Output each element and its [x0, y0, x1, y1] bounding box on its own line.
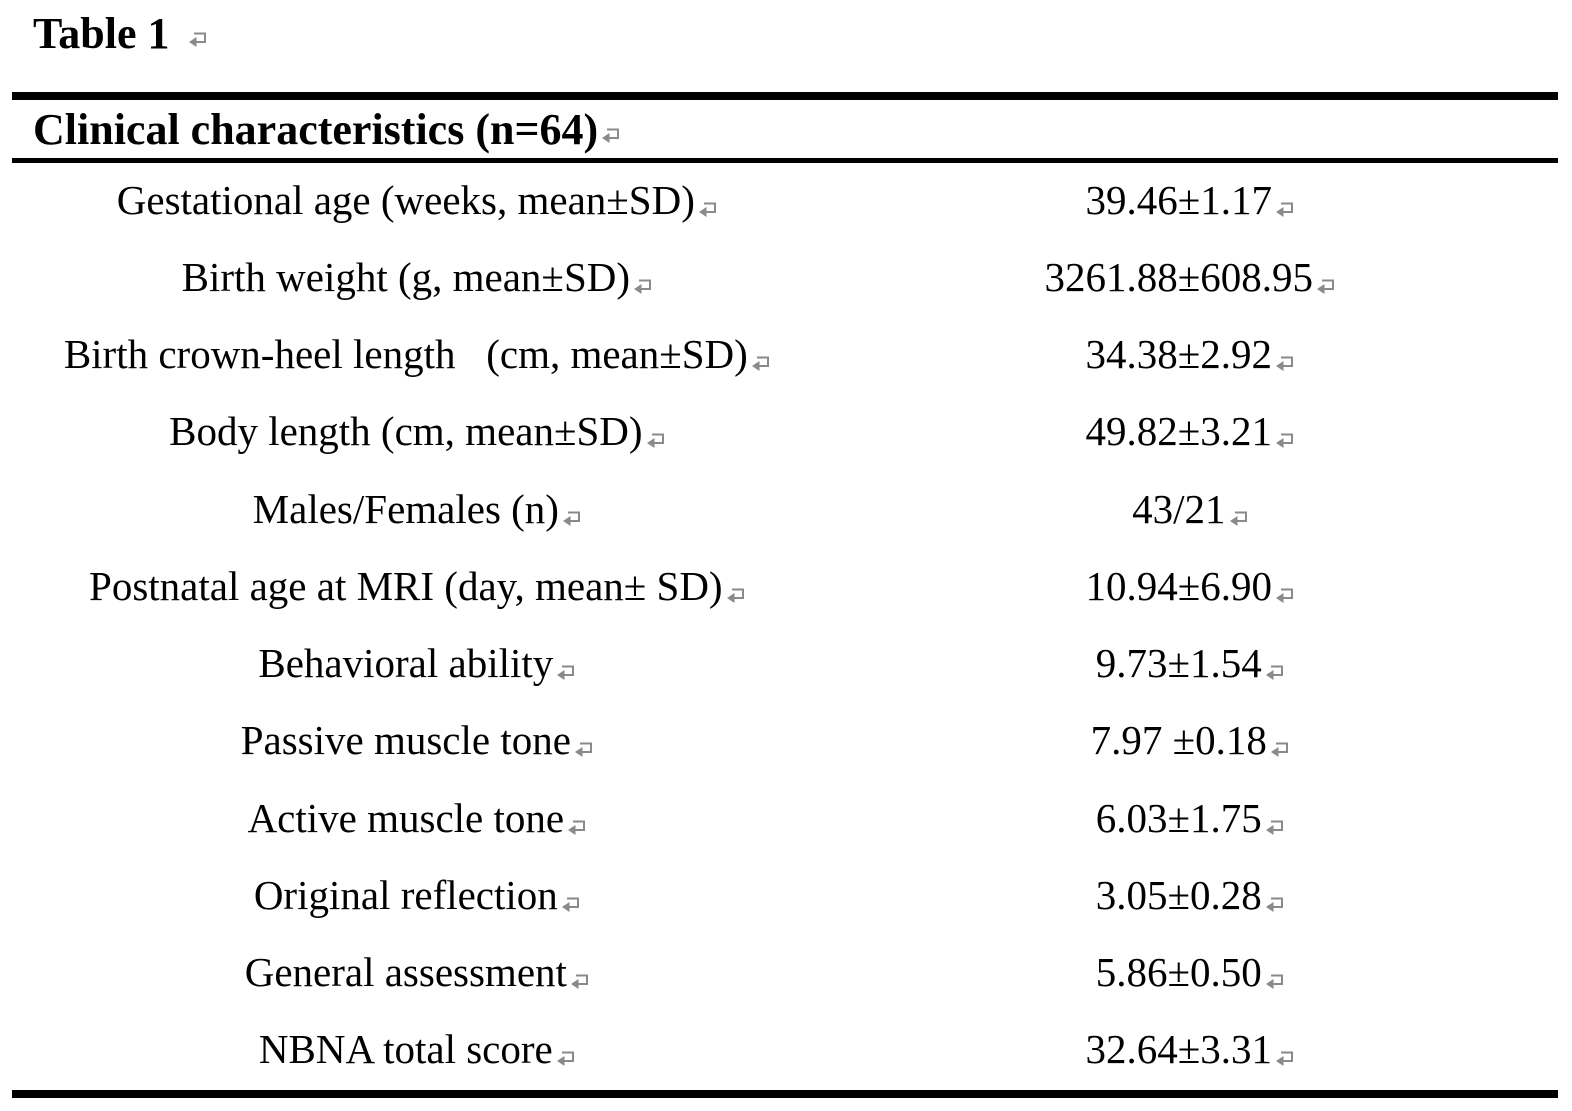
paragraph-mark-icon [556, 643, 577, 691]
table-top-rule [12, 92, 1558, 100]
row-value-cell: 32.64±3.31 [824, 1025, 1558, 1077]
row-label: Behavioral ability [258, 640, 554, 687]
table-row: Passive muscle tone 7.97 ±0.18 [12, 704, 1558, 781]
row-label-cell: Males/Females (n) [12, 485, 824, 537]
row-value-cell: 5.86±0.50 [824, 948, 1558, 1000]
row-value: 7.97 ±0.18 [1090, 717, 1267, 764]
table-header-text: Clinical characteristics (n=64) [33, 104, 599, 154]
row-label: Passive muscle tone [240, 717, 571, 764]
paragraph-mark-icon [562, 489, 583, 537]
row-label-cell: Original reflection [12, 871, 824, 923]
table-caption: Table 1 [33, 8, 209, 59]
row-label-cell: Postnatal age at MRI (day, mean± SD) [12, 562, 824, 614]
paragraph-mark-icon [633, 257, 654, 305]
row-value-cell: 7.97 ±0.18 [824, 716, 1558, 768]
row-value: 3.05±0.28 [1095, 871, 1262, 918]
table-row: Behavioral ability 9.73±1.54 [12, 627, 1558, 704]
paragraph-mark-icon [561, 875, 582, 923]
table-row: General assessment 5.86±0.50 [12, 936, 1558, 1013]
paragraph-mark-icon [1265, 875, 1286, 923]
table-row: Original reflection 3.05±0.28 [12, 858, 1558, 935]
row-value: 9.73±1.54 [1095, 640, 1262, 687]
row-value: 6.03±1.75 [1095, 794, 1262, 841]
row-value-cell: 10.94±6.90 [824, 562, 1558, 614]
table-row: Birth crown-heel length (cm, mean±SD) 34… [12, 318, 1558, 395]
row-label-cell: NBNA total score [12, 1025, 824, 1077]
paragraph-mark-icon [1275, 411, 1296, 459]
row-value: 43/21 [1132, 485, 1226, 532]
row-value-cell: 43/21 [824, 485, 1558, 537]
table-row: Active muscle tone 6.03±1.75 [12, 781, 1558, 858]
table-row: Body length (cm, mean±SD) 49.82±3.21 [12, 395, 1558, 472]
row-value: 39.46±1.17 [1085, 176, 1273, 223]
row-label: Males/Females (n) [252, 485, 559, 532]
row-label-cell: Birth weight (g, mean±SD) [12, 253, 824, 305]
row-label: Body length (cm, mean±SD) [169, 408, 643, 455]
paragraph-mark-icon [1229, 489, 1250, 537]
row-label-cell: Body length (cm, mean±SD) [12, 407, 824, 459]
row-value: 32.64±3.31 [1085, 1026, 1273, 1073]
paragraph-mark-icon [1275, 566, 1296, 614]
row-value-cell: 6.03±1.75 [824, 794, 1558, 846]
table-caption-text: Table 1 [33, 9, 170, 58]
paragraph-mark-icon [1275, 334, 1296, 382]
row-value: 49.82±3.21 [1085, 408, 1273, 455]
table-bottom-rule [12, 1090, 1558, 1098]
row-label: Postnatal age at MRI (day, mean± SD) [89, 562, 723, 609]
row-value: 5.86±0.50 [1095, 949, 1262, 996]
row-value: 10.94±6.90 [1085, 562, 1273, 609]
row-label-cell: Birth crown-heel length (cm, mean±SD) [12, 330, 824, 382]
paragraph-mark-icon [1265, 952, 1286, 1000]
row-value-cell: 34.38±2.92 [824, 330, 1558, 382]
paragraph-mark-icon [567, 798, 588, 846]
paragraph-mark-icon [1265, 798, 1286, 846]
row-value-cell: 39.46±1.17 [824, 176, 1558, 228]
table-row: Birth weight (g, mean±SD) 3261.88±608.95 [12, 240, 1558, 317]
paragraph-mark-icon [1275, 1029, 1296, 1077]
paragraph-mark-icon [601, 104, 622, 155]
paragraph-mark-icon [574, 720, 595, 768]
row-label: General assessment [244, 949, 567, 996]
row-label-cell: Gestational age (weeks, mean±SD) [12, 176, 824, 228]
paragraph-mark-icon [646, 411, 667, 459]
table-body: Gestational age (weeks, mean±SD) 39.46±1… [12, 163, 1558, 1090]
table-row: Males/Females (n) 43/21 [12, 472, 1558, 549]
row-value-cell: 49.82±3.21 [824, 407, 1558, 459]
row-value-cell: 9.73±1.54 [824, 639, 1558, 691]
row-label-cell: Passive muscle tone [12, 716, 824, 768]
row-label: Birth weight (g, mean±SD) [181, 253, 631, 300]
paragraph-mark-icon [1316, 257, 1337, 305]
row-value: 34.38±2.92 [1085, 331, 1273, 378]
paragraph-mark-icon [1270, 720, 1291, 768]
row-label: Active muscle tone [247, 794, 565, 841]
paragraph-mark-icon [556, 1029, 577, 1077]
paragraph-mark-icon [726, 566, 747, 614]
table-row: Postnatal age at MRI (day, mean± SD) 10.… [12, 549, 1558, 626]
table-header-row: Clinical characteristics (n=64) [33, 100, 622, 158]
table-row: Gestational age (weeks, mean±SD) 39.46±1… [12, 163, 1558, 240]
row-label: NBNA total score [258, 1026, 553, 1073]
row-label-cell: Behavioral ability [12, 639, 824, 691]
table-row: NBNA total score 32.64±3.31 [12, 1013, 1558, 1090]
paragraph-mark-icon [188, 8, 209, 59]
row-label: Original reflection [253, 871, 558, 918]
row-label: Gestational age (weeks, mean±SD) [116, 176, 695, 223]
paragraph-mark-icon [751, 334, 772, 382]
row-value: 3261.88±608.95 [1044, 253, 1314, 300]
table-header-rule [12, 158, 1558, 163]
row-value-cell: 3261.88±608.95 [824, 253, 1558, 305]
row-label-cell: Active muscle tone [12, 794, 824, 846]
paragraph-mark-icon [1275, 180, 1296, 228]
paragraph-mark-icon [570, 952, 591, 1000]
row-label: Birth crown-heel length (cm, mean±SD) [63, 331, 748, 378]
paragraph-mark-icon [1265, 643, 1286, 691]
row-value-cell: 3.05±0.28 [824, 871, 1558, 923]
paragraph-mark-icon [698, 180, 719, 228]
row-label-cell: General assessment [12, 948, 824, 1000]
